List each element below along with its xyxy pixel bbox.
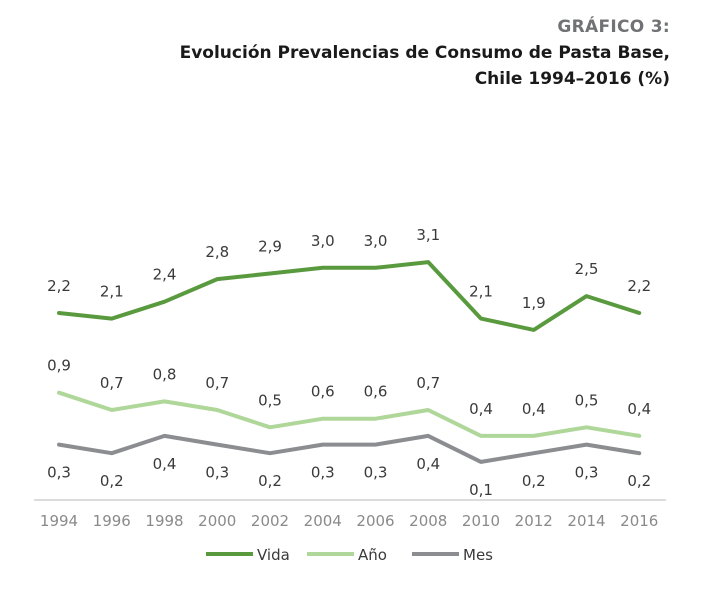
x-tick-label-2006: 2006 bbox=[356, 512, 394, 530]
x-tick-label-2002: 2002 bbox=[251, 512, 289, 530]
x-tick-label-2012: 2012 bbox=[515, 512, 553, 530]
data-label-anio-1998: 0,8 bbox=[153, 365, 177, 383]
x-tick-label-2010: 2010 bbox=[462, 512, 500, 530]
series-line-mes bbox=[57, 433, 642, 464]
data-label-mes-2016: 0,2 bbox=[627, 472, 651, 490]
data-label-anio-1996: 0,7 bbox=[100, 374, 124, 392]
data-label-anio-2016: 0,4 bbox=[627, 400, 651, 418]
chart-title-line-2: Chile 1994–2016 (%) bbox=[474, 69, 670, 89]
data-label-vida-1994: 2,2 bbox=[47, 277, 71, 295]
data-label-vida-2000: 2,8 bbox=[205, 243, 229, 261]
data-label-mes-2010: 0,1 bbox=[469, 481, 493, 499]
data-label-vida-1996: 2,1 bbox=[100, 283, 124, 301]
data-label-anio-2004: 0,6 bbox=[311, 383, 335, 401]
data-label-mes-1994: 0,3 bbox=[47, 464, 71, 482]
legend-label-vida: Vida bbox=[257, 546, 290, 564]
legend-label-mes: Mes bbox=[463, 546, 493, 564]
x-tick-label-1998: 1998 bbox=[145, 512, 183, 530]
data-label-mes-2012: 0,2 bbox=[522, 472, 546, 490]
x-tick-label-1996: 1996 bbox=[93, 512, 131, 530]
data-label-anio-2010: 0,4 bbox=[469, 400, 493, 418]
chart-title-line-1: Evolución Prevalencias de Consumo de Pas… bbox=[179, 43, 670, 63]
data-label-mes-2006: 0,3 bbox=[364, 464, 388, 482]
data-label-vida-2014: 2,5 bbox=[575, 260, 599, 278]
series-line-vida bbox=[57, 260, 642, 332]
data-label-vida-2002: 2,9 bbox=[258, 238, 282, 256]
data-label-mes-2014: 0,3 bbox=[575, 464, 599, 482]
data-label-mes-1998: 0,4 bbox=[153, 455, 177, 473]
series-line-anio bbox=[57, 390, 642, 438]
chart-titles: GRÁFICO 3: Evolución Prevalencias de Con… bbox=[180, 14, 670, 92]
legend-label-anio: Año bbox=[358, 546, 387, 564]
x-tick-label-2008: 2008 bbox=[409, 512, 447, 530]
chart-kicker: GRÁFICO 3: bbox=[557, 17, 670, 37]
data-label-vida-2008: 3,1 bbox=[416, 226, 440, 244]
data-label-vida-2012: 1,9 bbox=[522, 294, 546, 312]
data-label-vida-2004: 3,0 bbox=[311, 232, 335, 250]
data-label-vida-2010: 2,1 bbox=[469, 283, 493, 301]
data-label-anio-2002: 0,5 bbox=[258, 391, 282, 409]
x-tick-label-1994: 1994 bbox=[40, 512, 78, 530]
data-label-anio-2012: 0,4 bbox=[522, 400, 546, 418]
data-label-mes-2004: 0,3 bbox=[311, 464, 335, 482]
x-tick-label-2000: 2000 bbox=[198, 512, 236, 530]
data-label-mes-2002: 0,2 bbox=[258, 472, 282, 490]
data-label-anio-1994: 0,9 bbox=[47, 357, 71, 375]
x-tick-label-2016: 2016 bbox=[620, 512, 658, 530]
data-label-vida-2016: 2,2 bbox=[627, 277, 651, 295]
data-label-mes-2000: 0,3 bbox=[205, 464, 229, 482]
data-label-anio-2014: 0,5 bbox=[575, 391, 599, 409]
data-label-anio-2006: 0,6 bbox=[364, 383, 388, 401]
data-label-anio-2000: 0,7 bbox=[205, 374, 229, 392]
data-label-mes-2008: 0,4 bbox=[416, 455, 440, 473]
data-label-vida-2006: 3,0 bbox=[364, 232, 388, 250]
x-tick-label-2004: 2004 bbox=[304, 512, 342, 530]
data-label-anio-2008: 0,7 bbox=[416, 374, 440, 392]
x-tick-label-2014: 2014 bbox=[567, 512, 605, 530]
data-label-vida-1998: 2,4 bbox=[153, 266, 177, 284]
data-label-mes-1996: 0,2 bbox=[100, 472, 124, 490]
